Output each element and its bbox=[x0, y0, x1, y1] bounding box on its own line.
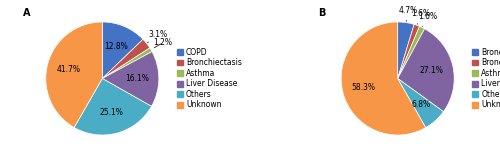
Text: 25.1%: 25.1% bbox=[100, 108, 124, 117]
Wedge shape bbox=[341, 22, 425, 135]
Text: B: B bbox=[318, 8, 326, 18]
Wedge shape bbox=[102, 48, 152, 78]
Wedge shape bbox=[398, 26, 424, 78]
Wedge shape bbox=[398, 78, 444, 128]
Wedge shape bbox=[74, 78, 152, 135]
Text: 12.8%: 12.8% bbox=[104, 42, 128, 51]
Wedge shape bbox=[102, 39, 150, 78]
Text: 16.1%: 16.1% bbox=[126, 74, 150, 83]
Wedge shape bbox=[102, 22, 143, 78]
Text: A: A bbox=[23, 8, 30, 18]
Text: 27.1%: 27.1% bbox=[420, 66, 444, 75]
Legend: Bronchitis, Bronchiectasis, Asthma, Liver Disease, Others, Unknown: Bronchitis, Bronchiectasis, Asthma, Live… bbox=[472, 48, 500, 109]
Wedge shape bbox=[398, 29, 454, 112]
Legend: COPD, Bronchiectasis, Asthma, Liver Disease, Others, Unknown: COPD, Bronchiectasis, Asthma, Liver Dise… bbox=[177, 48, 242, 109]
Text: 4.7%: 4.7% bbox=[398, 6, 417, 22]
Text: 1.2%: 1.2% bbox=[154, 38, 172, 48]
Text: 1.6%: 1.6% bbox=[412, 9, 430, 24]
Wedge shape bbox=[398, 24, 419, 78]
Text: 6.8%: 6.8% bbox=[412, 100, 430, 109]
Wedge shape bbox=[46, 22, 102, 127]
Text: 58.3%: 58.3% bbox=[352, 83, 376, 92]
Wedge shape bbox=[102, 52, 159, 106]
Text: 3.1%: 3.1% bbox=[148, 30, 168, 43]
Text: 41.7%: 41.7% bbox=[56, 65, 80, 74]
Wedge shape bbox=[398, 22, 414, 78]
Text: 1.6%: 1.6% bbox=[418, 12, 437, 27]
